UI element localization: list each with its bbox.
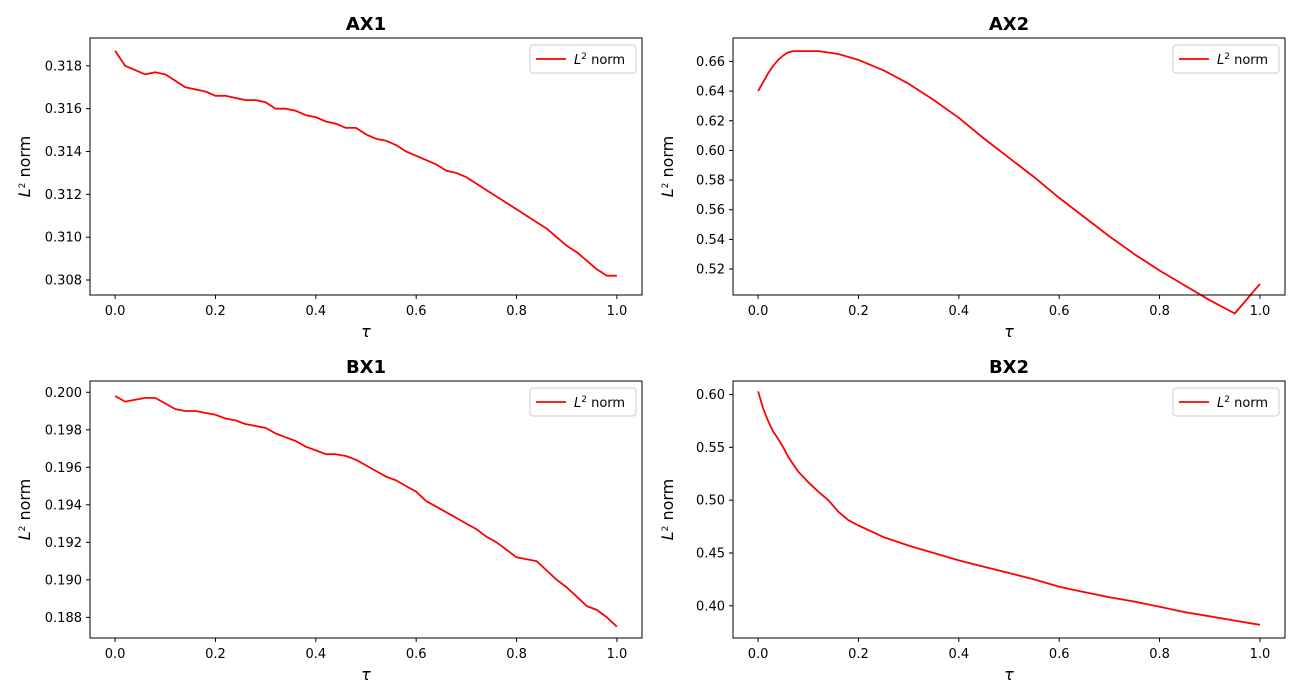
bx1-axes-frame xyxy=(89,380,643,639)
ax1-y-tick-label: 0.310 xyxy=(45,231,82,246)
ax1-x-tick-label: 0.6 xyxy=(406,304,427,319)
bx1-x-tick-label: 0.6 xyxy=(406,647,427,662)
bx2-x-tick-label: 0.6 xyxy=(1049,647,1070,662)
ax1-y-axis-label: L2 norm xyxy=(15,136,34,198)
ax1-chart: AX1 0.0 0.2 0.4 0.6 0.8 1.0 0.308 0.310 0.312 0.31… xyxy=(15,14,643,341)
bx1-title: BX1 xyxy=(346,357,386,378)
bx1-y-tick-label: 0.194 xyxy=(45,498,82,513)
bx1-x-tick-label: 0.8 xyxy=(506,647,527,662)
ax2-legend-label: L2 norm xyxy=(1217,52,1268,68)
ax2-y-tick-label: 0.58 xyxy=(696,174,725,189)
ax2-x-axis-label: τ xyxy=(1004,322,1014,341)
bx1-series-line xyxy=(114,395,618,628)
bx2-x-axis-label: τ xyxy=(1004,665,1014,684)
bx2-x-tick-label: 0.2 xyxy=(848,647,869,662)
ax2-chart: AX2 0.0 0.2 0.4 0.6 0.8 1.0 0.52 0.54 0.56 0.58 0.6… xyxy=(658,14,1286,341)
bx2-x-tick-label: 0.0 xyxy=(748,647,769,662)
ax1-y-tick-label: 0.316 xyxy=(45,102,82,117)
bx2-y-tick-label: 0.55 xyxy=(696,441,725,456)
bx1-y-tick-label: 0.200 xyxy=(45,386,82,401)
ax1-y-tick-label: 0.318 xyxy=(45,59,82,74)
ax1-x-tick-label: 1.0 xyxy=(607,304,628,319)
ax2-x-tick-label: 1.0 xyxy=(1250,304,1271,319)
bx2-x-tick-label: 0.8 xyxy=(1149,647,1170,662)
ax1-x-tick-label: 0.2 xyxy=(205,304,226,319)
bx2-y-axis-label: L2 norm xyxy=(658,479,677,541)
ax1-legend: L2 norm xyxy=(529,44,637,74)
bx1-x-tick-label: 0.2 xyxy=(205,647,226,662)
ax2-x-tick-label: 0.0 xyxy=(748,304,769,319)
ax1-x-tick-label: 0.0 xyxy=(105,304,126,319)
ax2-x-tick-label: 0.6 xyxy=(1049,304,1070,319)
bx1-y-tick-label: 0.190 xyxy=(45,573,82,588)
ax2-y-tick-label: 0.54 xyxy=(696,233,725,248)
bx1-y-tick-label: 0.198 xyxy=(45,423,82,438)
ax2-y-tick-label: 0.56 xyxy=(696,203,725,218)
ax1-series-line xyxy=(114,50,617,277)
ax2-y-tick-label: 0.52 xyxy=(696,263,725,278)
ax1-y-tick-label: 0.312 xyxy=(45,188,82,203)
bx2-x-tick-label: 0.4 xyxy=(948,647,969,662)
bx1-y-tick-label: 0.188 xyxy=(45,611,82,626)
bx1-x-tick-label: 0.0 xyxy=(105,647,126,662)
ax1-x-tick-label: 0.4 xyxy=(305,304,326,319)
ax2-axes-frame xyxy=(732,37,1286,296)
bx2-x-tick-label: 1.0 xyxy=(1250,647,1271,662)
ax2-x-tick-label: 0.2 xyxy=(848,304,869,319)
ax1-x-tick-label: 0.8 xyxy=(506,304,527,319)
ax2-y-axis-label: L2 norm xyxy=(658,136,677,198)
ax1-legend-box xyxy=(529,44,637,74)
ax2-legend-box xyxy=(1172,44,1280,74)
ax2-legend: L2 norm xyxy=(1172,44,1280,74)
ax2-y-tick-label: 0.64 xyxy=(696,85,725,100)
ax1-y-tick-label: 0.308 xyxy=(45,274,82,289)
ax2-x-tick-label: 0.8 xyxy=(1149,304,1170,319)
bx2-axes-frame xyxy=(732,380,1286,639)
bx1-y-axis-label: L2 norm xyxy=(15,479,34,541)
bx2-series-line xyxy=(757,391,1261,626)
bx1-chart: BX1 0.0 0.2 0.4 0.6 0.8 1.0 0.188 0.190 0.192 0.19… xyxy=(15,357,643,684)
ax1-legend-label: L2 norm xyxy=(574,52,625,68)
bx1-x-tick-label: 1.0 xyxy=(607,647,628,662)
bx1-y-tick-label: 0.196 xyxy=(45,461,82,476)
bx1-legend-box xyxy=(529,387,637,417)
bx1-y-tick-label: 0.192 xyxy=(45,536,82,551)
bx1-legend: L2 norm xyxy=(529,387,637,417)
ax1-axes-frame xyxy=(89,37,643,296)
bx2-chart: BX2 0.0 0.2 0.4 0.6 0.8 1.0 0.40 0.45 0.50 0.55 0.6… xyxy=(658,357,1286,684)
bx2-legend-label: L2 norm xyxy=(1217,395,1268,411)
ax2-y-tick-label: 0.60 xyxy=(696,144,725,159)
bx2-legend-box xyxy=(1172,387,1280,417)
ax2-y-tick-label: 0.62 xyxy=(696,114,725,129)
ax2-title: AX2 xyxy=(989,14,1029,35)
bx2-y-tick-label: 0.60 xyxy=(696,388,725,403)
bx1-legend-label: L2 norm xyxy=(574,395,625,411)
ax1-y-tick-label: 0.314 xyxy=(45,145,82,160)
bx1-x-axis-label: τ xyxy=(361,665,371,684)
ax2-x-tick-label: 0.4 xyxy=(948,304,969,319)
bx1-x-tick-label: 0.4 xyxy=(305,647,326,662)
ax1-x-axis-label: τ xyxy=(361,322,371,341)
bx2-legend: L2 norm xyxy=(1172,387,1280,417)
bx2-y-tick-label: 0.45 xyxy=(696,546,725,561)
bx2-y-tick-label: 0.50 xyxy=(696,494,725,509)
ax2-y-tick-label: 0.66 xyxy=(696,55,725,70)
bx2-y-tick-label: 0.40 xyxy=(696,599,725,614)
ax1-title: AX1 xyxy=(346,14,386,35)
bx2-title: BX2 xyxy=(989,357,1029,378)
ax2-series-line xyxy=(757,50,1261,315)
